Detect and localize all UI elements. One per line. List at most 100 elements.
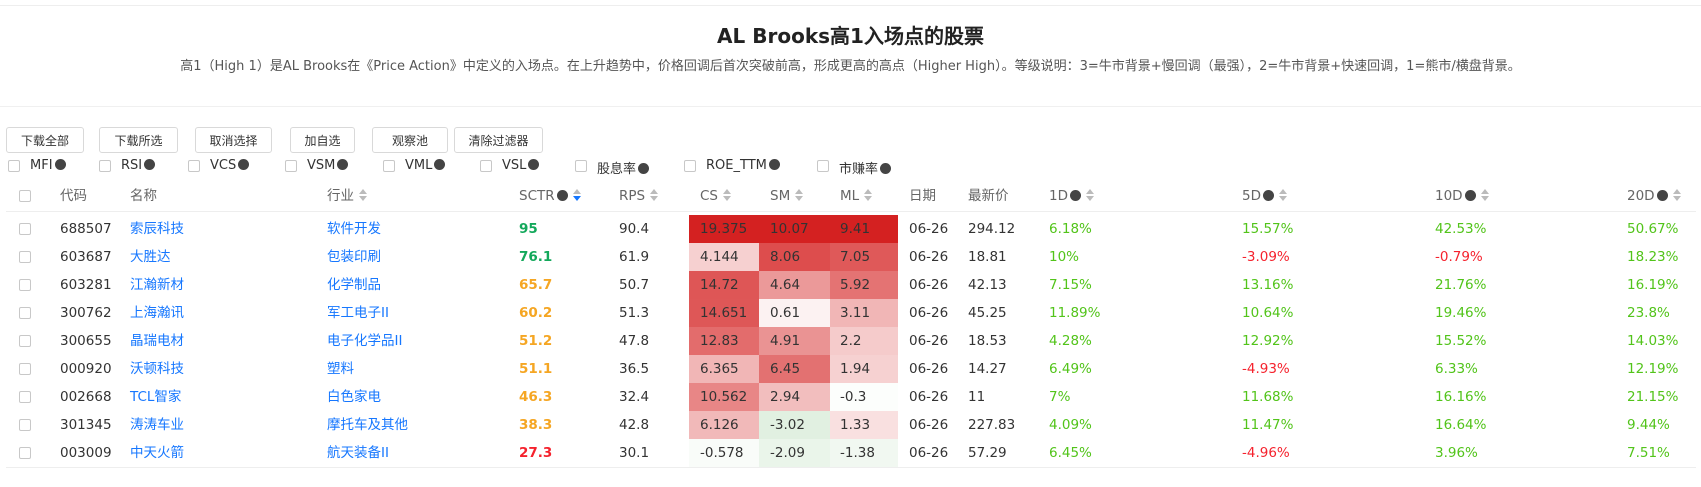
filter-label: ROE_TTM bbox=[706, 158, 780, 173]
table-cell: 6.126 bbox=[700, 417, 739, 433]
table-cell: 军工电子II bbox=[327, 305, 389, 321]
row-checkbox[interactable] bbox=[19, 447, 31, 459]
row-checkbox[interactable] bbox=[19, 279, 31, 291]
filter-label: VML bbox=[405, 158, 446, 173]
column-header[interactable]: 5D bbox=[1242, 182, 1287, 210]
row-checkbox[interactable] bbox=[19, 251, 31, 263]
filter-checkbox[interactable] bbox=[285, 160, 297, 172]
table-cell[interactable]: 索辰科技 bbox=[130, 221, 184, 237]
table-cell: 6.365 bbox=[700, 361, 739, 377]
column-header[interactable]: 10D bbox=[1435, 182, 1489, 210]
table-cell: 18.53 bbox=[968, 333, 1007, 349]
filter-checkbox[interactable] bbox=[383, 160, 395, 172]
info-icon bbox=[528, 159, 540, 170]
column-header[interactable]: 1D bbox=[1049, 182, 1094, 210]
table-cell[interactable]: 沃顿科技 bbox=[130, 361, 184, 377]
info-icon bbox=[337, 159, 349, 170]
toolbar-button[interactable]: 加自选 bbox=[290, 127, 355, 153]
table-cell: 6.33% bbox=[1435, 361, 1478, 377]
column-header[interactable]: ML bbox=[840, 182, 873, 210]
table-cell[interactable]: 上海瀚讯 bbox=[130, 305, 184, 321]
filter-text: VCS bbox=[210, 158, 237, 173]
table-cell: 45.25 bbox=[968, 305, 1007, 321]
sort-icon bbox=[572, 189, 581, 201]
table-cell: 06-26 bbox=[909, 445, 949, 461]
filter-text: ROE_TTM bbox=[706, 158, 767, 173]
table-cell[interactable]: 晶瑞电材 bbox=[130, 333, 184, 349]
table-cell: 51.1 bbox=[519, 361, 553, 377]
info-icon bbox=[1656, 190, 1668, 201]
table-cell: 4.09% bbox=[1049, 417, 1092, 433]
table-cell: 300655 bbox=[60, 333, 112, 349]
row-checkbox[interactable] bbox=[19, 335, 31, 347]
column-header: 最新价 bbox=[968, 182, 1009, 210]
toolbar-button[interactable]: 观察池 bbox=[372, 127, 448, 153]
toolbar-button[interactable]: 取消选择 bbox=[195, 127, 272, 153]
table-cell: 688507 bbox=[60, 221, 112, 237]
filter-checkbox[interactable] bbox=[575, 160, 587, 172]
column-header[interactable]: SM bbox=[770, 182, 804, 210]
filter-checkbox[interactable] bbox=[188, 160, 200, 172]
column-header[interactable]: CS bbox=[700, 182, 731, 210]
header-text: SM bbox=[770, 188, 791, 204]
filter-checkbox[interactable] bbox=[99, 160, 111, 172]
row-checkbox[interactable] bbox=[19, 363, 31, 375]
table-cell: 4.91 bbox=[770, 333, 801, 349]
table-cell: 603687 bbox=[60, 249, 112, 265]
table-cell[interactable]: TCL智家 bbox=[130, 389, 182, 405]
heat-cell bbox=[830, 411, 898, 439]
table-cell: 14.03% bbox=[1627, 333, 1679, 349]
header-line bbox=[6, 211, 1696, 212]
table-cell: 1.94 bbox=[840, 361, 871, 377]
filter-text: VSL bbox=[502, 158, 527, 173]
header-text: 代码 bbox=[60, 188, 87, 204]
table-cell: 7.51% bbox=[1627, 445, 1670, 461]
table-cell: 航天装备II bbox=[327, 445, 389, 461]
table-cell: 18.81 bbox=[968, 249, 1007, 265]
filter-checkbox[interactable] bbox=[480, 160, 492, 172]
header-checkbox[interactable] bbox=[19, 190, 31, 202]
table-cell: 塑料 bbox=[327, 361, 354, 377]
info-icon bbox=[638, 163, 650, 174]
info-icon bbox=[238, 159, 250, 170]
toolbar-button[interactable]: 下载所选 bbox=[99, 127, 178, 153]
table-cell: 11.89% bbox=[1049, 305, 1101, 321]
column-header[interactable]: 20D bbox=[1627, 182, 1681, 210]
table-cell: 61.9 bbox=[619, 249, 650, 265]
row-checkbox[interactable] bbox=[19, 391, 31, 403]
filter-checkbox[interactable] bbox=[8, 160, 20, 172]
column-header[interactable]: 行业 bbox=[327, 182, 367, 210]
table-cell[interactable]: 江瀚新材 bbox=[130, 277, 184, 293]
filter-checkbox[interactable] bbox=[817, 160, 829, 172]
table-cell: 12.83 bbox=[700, 333, 739, 349]
row-checkbox[interactable] bbox=[19, 419, 31, 431]
heat-cell bbox=[689, 327, 759, 355]
table-cell: -0.3 bbox=[840, 389, 867, 405]
table-cell: 51.3 bbox=[619, 305, 650, 321]
row-checkbox[interactable] bbox=[19, 223, 31, 235]
heat-cell bbox=[830, 439, 898, 467]
top-border bbox=[0, 5, 1701, 6]
column-header[interactable]: SCTR bbox=[519, 182, 581, 210]
row-checkbox[interactable] bbox=[19, 307, 31, 319]
filter-text: 市赚率 bbox=[839, 162, 879, 177]
table-cell[interactable]: 大胜达 bbox=[130, 249, 171, 265]
header-text: 20D bbox=[1627, 188, 1655, 204]
filter-checkbox[interactable] bbox=[684, 160, 696, 172]
toolbar-button[interactable]: 下载全部 bbox=[6, 127, 84, 153]
table-cell[interactable]: 中天火箭 bbox=[130, 445, 184, 461]
table-cell[interactable]: 涛涛车业 bbox=[130, 417, 184, 433]
heat-cell bbox=[830, 327, 898, 355]
table-cell: 000920 bbox=[60, 361, 112, 377]
table-cell: 42.13 bbox=[968, 277, 1007, 293]
divider bbox=[0, 106, 1701, 107]
table-cell: 16.16% bbox=[1435, 389, 1487, 405]
table-cell: 6.49% bbox=[1049, 361, 1092, 377]
toolbar-button[interactable]: 清除过滤器 bbox=[454, 127, 543, 153]
filter-label: RSI bbox=[121, 158, 156, 173]
page-description: 高1（High 1）是AL Brooks在《Price Action》中定义的入… bbox=[180, 59, 1521, 74]
column-header[interactable]: RPS bbox=[619, 182, 659, 210]
info-icon bbox=[434, 159, 446, 170]
table-cell: 软件开发 bbox=[327, 221, 381, 237]
